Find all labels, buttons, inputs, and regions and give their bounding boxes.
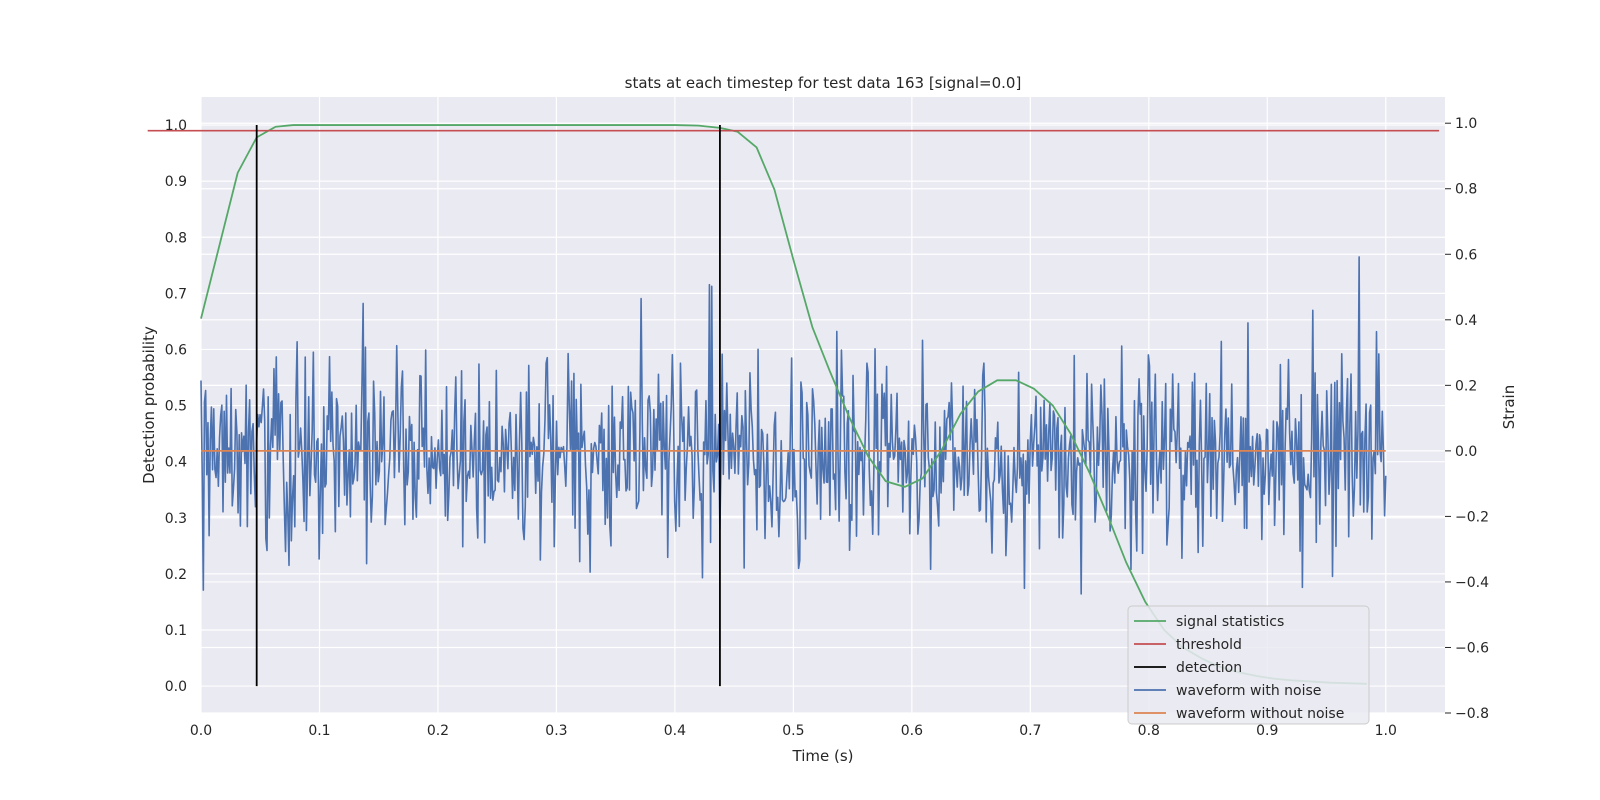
y-axis-right-label: Strain — [1500, 385, 1518, 429]
x-tick-label: 0.6 — [901, 723, 923, 739]
x-tick-label: 0.2 — [427, 723, 449, 739]
y-left-tick-label: 0.9 — [165, 174, 187, 190]
x-tick-label: 0.1 — [308, 723, 330, 739]
y-axis-left: 0.0 0.1 0.2 0.3 0.4 0.5 0.6 0.7 0.8 0.9 1.0 — [165, 118, 187, 695]
legend-label: signal statistics — [1176, 614, 1284, 630]
y-axis-right: −0.8 −0.6 −0.4 −0.2 0.0 0.2 0.4 0.6 0.8 1.0 — [1445, 116, 1489, 722]
y-left-tick-label: 0.8 — [165, 230, 187, 246]
x-tick-label: 0.3 — [545, 723, 567, 739]
grid — [200, 97, 1445, 714]
y-left-tick-label: 1.0 — [165, 118, 187, 134]
chart-title: stats at each timestep for test data 163… — [625, 74, 1022, 92]
x-tick-label: 0.0 — [190, 723, 212, 739]
x-tick-label: 0.7 — [1019, 723, 1041, 739]
legend-label: detection — [1176, 660, 1242, 676]
y-left-tick-label: 0.1 — [165, 623, 187, 639]
legend: signal statistics threshold detection wavef… — [1127, 605, 1370, 725]
y-left-tick-label: 0.4 — [165, 455, 187, 471]
legend-label: threshold — [1176, 637, 1242, 653]
x-tick-label: 0.8 — [1138, 723, 1160, 739]
y-axis-left-label: Detection probability — [140, 326, 158, 484]
y-left-tick-label: 0.6 — [165, 342, 187, 358]
x-tick-label: 0.4 — [664, 723, 686, 739]
x-axis: 0.0 0.1 0.2 0.3 0.4 0.5 0.6 0.7 0.8 0.9 1.0 — [190, 723, 1397, 739]
y-right-tick-label: −0.8 — [1455, 706, 1489, 722]
y-left-tick-label: 0.0 — [165, 679, 187, 695]
x-tick-label: 1.0 — [1375, 723, 1397, 739]
y-right-tick-label: 0.0 — [1455, 444, 1477, 460]
legend-label: waveform without noise — [1176, 706, 1344, 722]
y-left-tick-label: 0.2 — [165, 567, 187, 583]
legend-box — [1127, 605, 1370, 725]
y-right-tick-label: 0.2 — [1455, 378, 1477, 394]
y-right-tick-label: 0.6 — [1455, 247, 1477, 263]
x-tick-label: 0.5 — [782, 723, 804, 739]
series-waveform-with-noise — [200, 256, 1387, 595]
y-right-tick-label: 0.4 — [1455, 313, 1477, 329]
y-right-tick-label: −0.6 — [1455, 640, 1489, 656]
x-tick-label: 0.9 — [1256, 723, 1278, 739]
y-right-tick-label: −0.2 — [1455, 509, 1489, 525]
y-left-tick-label: 0.3 — [165, 511, 187, 527]
y-right-tick-label: −0.4 — [1455, 575, 1489, 591]
y-right-tick-label: 0.8 — [1455, 182, 1477, 198]
y-left-tick-label: 0.7 — [165, 286, 187, 302]
y-right-tick-label: 1.0 — [1455, 116, 1477, 132]
y-left-tick-label: 0.5 — [165, 399, 187, 415]
legend-label: waveform with noise — [1176, 683, 1321, 699]
x-axis-label: Time (s) — [792, 747, 854, 765]
